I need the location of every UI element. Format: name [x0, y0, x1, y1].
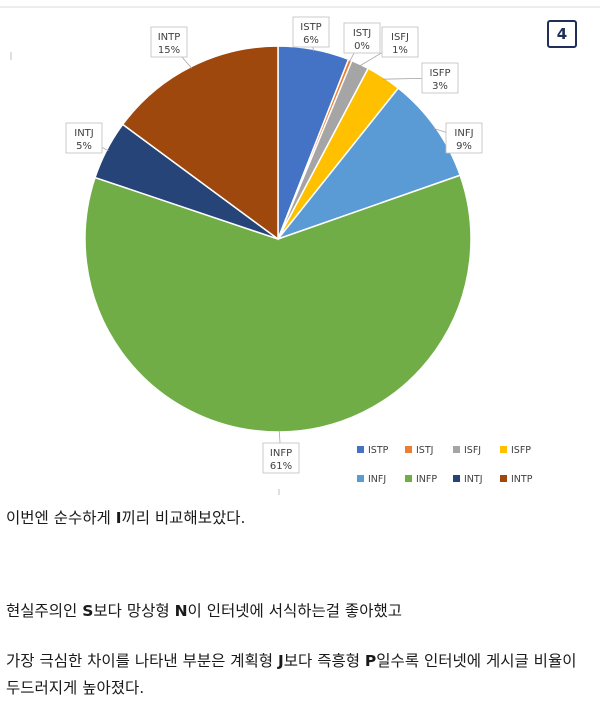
data-label-box	[65, 122, 103, 154]
paragraph-3: 가장 극심한 차이를 나타낸 부분은 계획형 J보다 즉흥형 P일수록 인터넷에…	[6, 648, 590, 702]
page-number-badge: 4	[547, 20, 577, 48]
data-label-box	[343, 22, 381, 54]
legend-swatch-isfp	[500, 446, 507, 453]
legend-label-infj: INFJ	[368, 474, 386, 485]
data-label-category: ISFJ	[391, 32, 409, 43]
data-label-box	[445, 122, 483, 154]
legend-label-infp: INFP	[416, 474, 437, 485]
data-label-value: 3%	[432, 81, 448, 92]
data-label-value: 61%	[270, 461, 292, 472]
text-segment: 끼리 비교해보았다.	[121, 509, 246, 527]
legend-label-istp: ISTP	[368, 445, 389, 456]
text-segment: 이 인터넷에 서식하는걸 좋아했고	[187, 602, 402, 620]
chart-area: ISTP 6% ISTJ 0% ISFJ 1% ISFP 3% INFJ 9% INFP 61% INT…	[0, 6, 600, 495]
legend-label-istj: ISTJ	[416, 445, 433, 456]
data-label-box	[292, 16, 330, 48]
data-label-value: 15%	[158, 45, 180, 56]
bold-letter: P	[364, 652, 377, 670]
data-label-box	[150, 26, 188, 58]
paragraph-2: 현실주의인 S보다 망상형 N이 인터넷에 서식하는걸 좋아했고	[6, 598, 590, 625]
data-label-category: ISTP	[300, 22, 321, 33]
data-label-box	[421, 62, 459, 94]
text-segment: 일수록 인터넷에 게시글 비율이 두드러지게 높아졌다.	[6, 652, 577, 697]
legend-swatch-isfj	[453, 446, 460, 453]
data-label-box	[381, 26, 419, 58]
data-label-value: 0%	[354, 41, 370, 52]
legend-swatch-istp	[357, 446, 364, 453]
text-segment: 이번엔 순수하게	[6, 509, 116, 527]
bold-letter: J	[277, 652, 284, 670]
bold-letter: N	[174, 602, 188, 620]
data-label-category: INFP	[270, 448, 292, 459]
legend-swatch-intp	[500, 475, 507, 482]
text-segment: 현실주의인	[6, 602, 83, 620]
legend-swatch-infp	[405, 475, 412, 482]
text-segment: 보다 망상형	[93, 602, 175, 620]
legend-swatch-istj	[405, 446, 412, 453]
legend-label-isfj: ISFJ	[464, 445, 481, 456]
pie-chart: ISTP 6% ISTJ 0% ISFJ 1% ISFP 3% INFJ 9% INFP 61% INT…	[0, 6, 600, 495]
text-segment: 보다 즉흥형	[283, 652, 365, 670]
legend-label-intj: INTJ	[464, 474, 483, 485]
data-label-value: 9%	[456, 141, 472, 152]
bold-letter: I	[115, 509, 122, 527]
legend-swatch-intj	[453, 475, 460, 482]
legend-label-isfp: ISFP	[511, 445, 531, 456]
legend-label-intp: INTP	[511, 474, 533, 485]
data-label-category: INTJ	[74, 128, 94, 139]
bold-letter: S	[82, 602, 94, 620]
data-label-value: 6%	[303, 35, 319, 46]
data-label-value: 1%	[392, 45, 408, 56]
legend-swatch-infj	[357, 475, 364, 482]
text-segment: 가장 극심한 차이를 나타낸 부분은 계획형	[6, 652, 278, 670]
paragraph-1: 이번엔 순수하게 I끼리 비교해보았다.	[6, 505, 590, 532]
data-label-category: INFJ	[454, 128, 473, 139]
pie-slice-infj	[275, 87, 462, 241]
pie-slice-intp	[121, 45, 279, 241]
data-label-category: ISFP	[429, 68, 450, 79]
data-label-box	[262, 442, 300, 474]
data-label-category: ISTJ	[353, 28, 371, 39]
data-label-category: INTP	[158, 32, 181, 43]
data-label-value: 5%	[76, 141, 92, 152]
